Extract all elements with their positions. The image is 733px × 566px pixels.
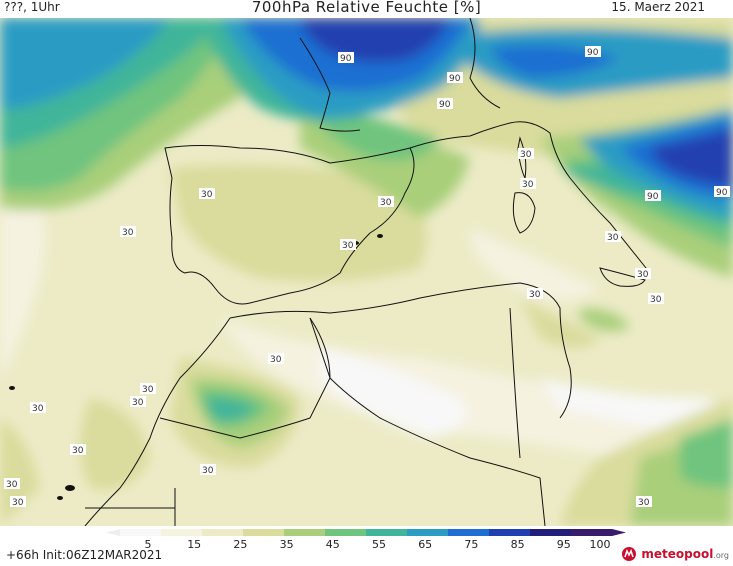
colorbar-swatch [243, 529, 285, 536]
colorbar-tick-label: 15 [187, 538, 201, 548]
colorbar-tick-label: 75 [464, 538, 478, 548]
contour-label: 30 [527, 288, 543, 300]
contour-label: 30 [199, 188, 215, 200]
svg-text:30: 30 [72, 446, 84, 456]
contour-label: 30 [140, 383, 156, 395]
colorbar-tick-label: 65 [418, 538, 432, 548]
colorbar-swatch [448, 529, 490, 536]
svg-text:90: 90 [587, 48, 599, 58]
svg-text:30: 30 [380, 198, 392, 208]
contour-label: 30 [635, 268, 651, 280]
svg-text:30: 30 [142, 385, 154, 395]
contour-label: 30 [648, 293, 664, 305]
contour-label: 30 [70, 444, 86, 456]
header: ???, 1Uhr 700hPa Relative Feuchte [%] 15… [0, 0, 733, 18]
meteopool-logo[interactable]: meteopool.org [621, 544, 729, 564]
colorbar-swatch [120, 529, 162, 536]
colorbar-swatch [530, 529, 572, 536]
svg-text:30: 30 [202, 466, 214, 476]
contour-label: 30 [30, 402, 46, 414]
colorbar-swatch [202, 529, 244, 536]
colorbar-tick-label: 35 [280, 538, 294, 548]
colorbar-tick-label: 100 [590, 538, 611, 548]
contour-label: 90 [447, 72, 463, 84]
svg-text:90: 90 [449, 74, 461, 84]
contour-label: 90 [645, 190, 661, 202]
colorbar-swatch [161, 529, 203, 536]
colorbar-swatch [284, 529, 326, 536]
svg-text:30: 30 [6, 480, 18, 490]
footer: 5 15 25 35 45 55 65 75 85 95 100 +66h Init:06Z12MA… [0, 526, 733, 566]
svg-text:90: 90 [716, 188, 728, 198]
svg-text:30: 30 [132, 398, 144, 408]
humidity-map: 90 90 90 90 90 90 30 30 30 30 30 30 30 3… [0, 18, 733, 526]
svg-text:30: 30 [529, 290, 541, 300]
svg-text:90: 90 [340, 54, 352, 64]
logo-text: meteopool.org [641, 547, 729, 561]
contour-label: 30 [120, 226, 136, 238]
svg-text:30: 30 [522, 180, 534, 190]
svg-text:30: 30 [12, 498, 24, 508]
svg-text:30: 30 [32, 404, 44, 414]
contour-label: 30 [605, 231, 621, 243]
contour-label: 30 [636, 496, 652, 508]
colorbar-swatch [571, 529, 613, 536]
svg-text:30: 30 [638, 498, 650, 508]
contour-label: 30 [200, 464, 216, 476]
svg-text:30: 30 [607, 233, 619, 243]
colorbar-max-arrow [612, 529, 626, 536]
svg-text:30: 30 [122, 228, 134, 238]
map-title: 700hPa Relative Feuchte [%] [251, 0, 482, 16]
logo-marker-icon [622, 547, 637, 561]
run-info: +66h Init:06Z12MAR2021 [6, 548, 163, 562]
contour-label: 30 [10, 496, 26, 508]
contour-label: 90 [437, 98, 453, 110]
contour-label: 30 [518, 148, 534, 160]
colorbar: 5 15 25 35 45 55 65 75 85 95 100 [106, 529, 626, 548]
colorbar-swatch [325, 529, 367, 536]
colorbar-tick-label: 55 [372, 538, 386, 548]
contour-label: 90 [585, 46, 601, 58]
contour-labels: 90 90 90 90 90 90 30 30 30 30 30 30 30 3… [4, 46, 730, 508]
contour-label: 30 [520, 178, 536, 190]
svg-text:90: 90 [439, 100, 451, 110]
svg-text:30: 30 [270, 355, 282, 365]
colorbar-tick-label: 95 [557, 538, 571, 548]
contour-label: 30 [378, 196, 394, 208]
date-label: 15. Maerz 2021 [611, 0, 705, 14]
svg-text:30: 30 [650, 295, 662, 305]
colorbar-swatch [489, 529, 531, 536]
contour-label: 30 [130, 396, 146, 408]
svg-text:30: 30 [520, 150, 532, 160]
svg-text:30: 30 [201, 190, 213, 200]
colorbar-swatch [407, 529, 449, 536]
colorbar-tick-label: 25 [233, 538, 247, 548]
colorbar-swatch [366, 529, 408, 536]
contour-label: 90 [338, 52, 354, 64]
svg-text:30: 30 [342, 241, 354, 251]
contour-label: 30 [4, 478, 20, 490]
valid-time-label: ???, 1Uhr [4, 0, 60, 14]
colorbar-min-arrow [106, 529, 120, 536]
contour-label: 30 [340, 239, 356, 251]
colorbar-tick-label: 45 [326, 538, 340, 548]
colorbar-tick-label: 5 [145, 538, 152, 548]
svg-text:30: 30 [637, 270, 649, 280]
svg-text:90: 90 [647, 192, 659, 202]
contour-label: 30 [268, 353, 284, 365]
contour-label: 90 [714, 186, 730, 198]
humidity-field [0, 18, 733, 526]
colorbar-tick-label: 85 [511, 538, 525, 548]
